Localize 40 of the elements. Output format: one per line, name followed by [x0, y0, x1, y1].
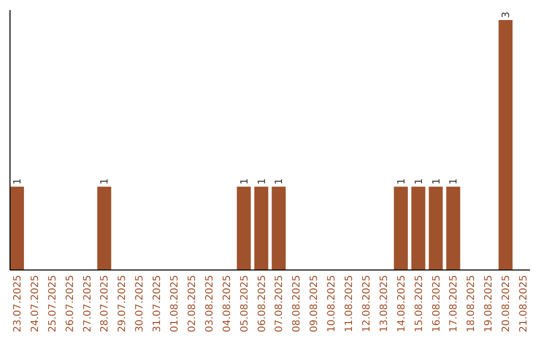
x-tick-label: 02.08.2025 — [186, 275, 198, 332]
x-tick-label: 28.07.2025 — [100, 275, 111, 332]
data-label: 1 — [414, 178, 425, 185]
x-tick-label: 31.07.2025 — [152, 275, 164, 332]
x-tick-label: 07.08.2025 — [274, 275, 286, 332]
x-tick-label: 17.08.2025 — [448, 275, 460, 332]
x-tick-label: 01.08.2025 — [170, 275, 181, 332]
x-tick-label: 12.08.2025 — [361, 275, 372, 332]
x-tick-label: 30.07.2025 — [134, 275, 146, 332]
data-label: 1 — [256, 178, 268, 185]
data-label: 1 — [431, 178, 442, 185]
x-tick-label: 24.07.2025 — [30, 275, 41, 332]
x-tick-label: 26.07.2025 — [64, 275, 76, 332]
data-label: 1 — [396, 178, 408, 185]
x-tick-label: 23.07.2025 — [12, 275, 24, 332]
x-tick-label: 10.08.2025 — [326, 275, 338, 332]
x-tick-label: 03.08.2025 — [204, 275, 216, 332]
x-tick-label: 25.07.2025 — [47, 275, 58, 332]
data-label: 1 — [100, 178, 111, 185]
x-tick-label: 21.08.2025 — [518, 275, 530, 332]
x-tick-label: 11.08.2025 — [344, 275, 356, 332]
x-tick-label: 13.08.2025 — [378, 275, 390, 332]
x-tick-label: 27.07.2025 — [82, 275, 94, 332]
x-tick-label: 20.08.2025 — [501, 275, 512, 332]
data-label: 1 — [448, 178, 460, 185]
x-tick-label: 15.08.2025 — [414, 275, 425, 332]
x-tick-label: 08.08.2025 — [292, 275, 303, 332]
data-label: 1 — [274, 178, 286, 185]
x-tick-label: 09.08.2025 — [309, 275, 320, 332]
x-tick-label: 06.08.2025 — [256, 275, 268, 332]
data-label: 1 — [239, 178, 250, 185]
x-tick-label: 05.08.2025 — [239, 275, 250, 332]
x-tick-label: 14.08.2025 — [396, 275, 408, 332]
x-tick-label: 19.08.2025 — [484, 275, 495, 332]
x-tick-label: 16.08.2025 — [431, 275, 442, 332]
data-label: 3 — [501, 12, 512, 18]
x-tick-label: 04.08.2025 — [222, 275, 233, 332]
data-label: 1 — [12, 178, 24, 185]
x-tick-label: 18.08.2025 — [466, 275, 478, 332]
x-tick-label: 29.07.2025 — [117, 275, 128, 332]
